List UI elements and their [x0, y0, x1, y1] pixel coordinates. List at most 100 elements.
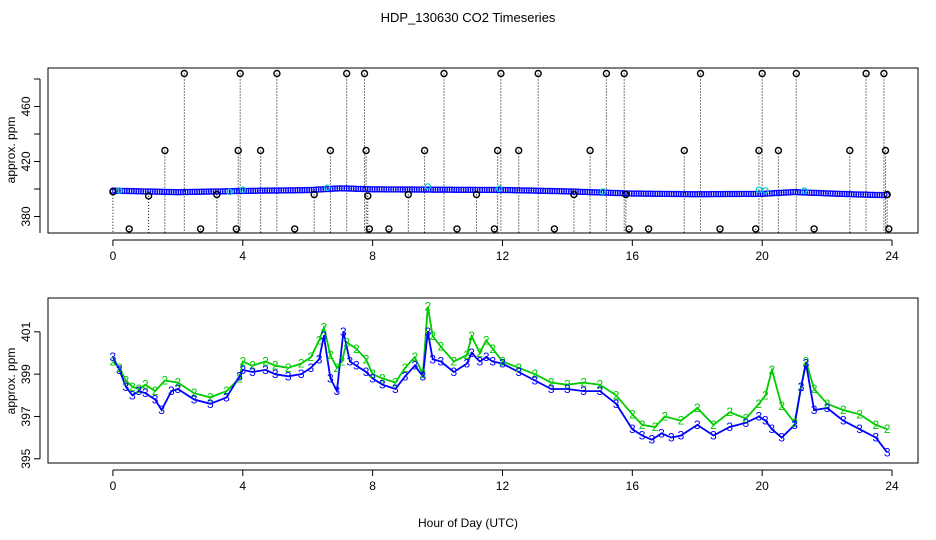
- series-marker-3: 3: [743, 416, 750, 430]
- series-marker-2: 2: [811, 382, 818, 396]
- series-marker-3: 3: [450, 365, 457, 379]
- main-trace-point: [542, 187, 549, 195]
- series-marker-2: 2: [769, 363, 776, 377]
- main-trace-point: [738, 190, 745, 198]
- outlier-point: [343, 69, 351, 78]
- series-marker-2: 2: [327, 348, 334, 362]
- main-trace-point: [439, 186, 446, 193]
- series-marker-3: 3: [580, 384, 587, 398]
- series-marker-2: 2: [694, 401, 701, 415]
- main-trace-point: [376, 186, 383, 193]
- series-marker-2: 2: [175, 376, 182, 390]
- outlier-point: [515, 146, 523, 155]
- series-marker-3: 3: [756, 410, 763, 424]
- series-marker-3: 3: [327, 371, 334, 385]
- main-trace-point: [387, 186, 395, 193]
- main-trace-point: [126, 187, 133, 195]
- main-trace-point: [231, 187, 238, 195]
- main-trace-point: [782, 189, 790, 196]
- main-trace-point: [469, 186, 477, 194]
- main-trace-point: [663, 190, 671, 198]
- main-trace-point: [168, 188, 175, 196]
- main-trace-point: [299, 187, 306, 194]
- main-trace-point: [677, 190, 685, 198]
- series-marker-2: 2: [762, 388, 769, 402]
- main-trace-point: [163, 188, 170, 196]
- main-trace-point: [656, 190, 664, 198]
- outlier-point: [161, 146, 169, 155]
- outlier-point: [360, 69, 369, 78]
- main-trace-point: [458, 186, 465, 194]
- main-trace-point: [247, 187, 255, 195]
- main-trace-point: [820, 190, 827, 197]
- top-main-trace: [109, 185, 890, 199]
- series-marker-3: 3: [272, 367, 279, 381]
- secondary-trace-point: [801, 187, 808, 194]
- series-marker-3: 3: [308, 361, 315, 375]
- main-trace-point: [294, 187, 301, 194]
- main-trace-point: [698, 191, 706, 198]
- main-trace-point: [219, 188, 227, 195]
- series-marker-3: 3: [249, 365, 256, 379]
- main-trace-point: [853, 191, 860, 198]
- top-outlier-drop-lines: [112, 73, 890, 233]
- main-trace-point: [556, 188, 563, 195]
- top-x-tick-label: 12: [496, 249, 510, 263]
- bottom-axes: 0 4 8 12 16 20 24 395 397 399 401: [19, 322, 899, 493]
- series-marker-2: 2: [532, 367, 539, 381]
- series-marker-3: 3: [321, 329, 328, 343]
- series-marker-3: 3: [803, 357, 810, 371]
- series-marker-3: 3: [597, 384, 604, 398]
- series-marker-3: 3: [463, 357, 470, 371]
- bottom-series-lines: [112, 306, 888, 453]
- main-trace-point: [691, 191, 699, 198]
- main-trace-point: [317, 186, 325, 193]
- series-marker-2: 2: [272, 359, 279, 373]
- main-trace-point: [670, 190, 678, 198]
- series-marker-2: 2: [285, 361, 292, 375]
- main-trace-point: [268, 187, 276, 194]
- top-axes: 0 4 8 12 16 20 24 380 420 460: [19, 78, 899, 263]
- main-trace-point: [352, 185, 360, 193]
- secondary-trace-point: [239, 186, 247, 194]
- top-x-tick-label: 20: [755, 249, 769, 263]
- main-trace-point: [345, 185, 353, 192]
- main-trace-point: [612, 189, 619, 197]
- main-trace-point: [327, 185, 334, 193]
- series-marker-2: 2: [334, 361, 341, 375]
- main-trace-point: [780, 189, 787, 196]
- main-trace-point: [876, 191, 883, 199]
- bottom-plot-frame: [47, 297, 919, 464]
- series-marker-3: 3: [658, 426, 665, 440]
- main-trace-point: [827, 190, 834, 197]
- main-trace-point: [817, 189, 825, 197]
- main-trace-point: [275, 187, 283, 194]
- main-trace-point: [789, 188, 797, 196]
- main-trace-point: [525, 187, 533, 194]
- main-trace-point: [609, 189, 617, 197]
- main-trace-point: [418, 186, 425, 193]
- main-trace-point: [177, 188, 184, 196]
- main-trace-point: [235, 187, 243, 195]
- main-trace-point: [250, 187, 257, 195]
- main-trace-point: [278, 187, 285, 194]
- main-trace-point: [172, 188, 180, 196]
- main-trace-point: [595, 189, 603, 196]
- main-trace-point: [355, 185, 362, 193]
- top-x-tick-label: 16: [626, 249, 640, 263]
- bottom-x-tick-label: 24: [885, 479, 899, 493]
- main-trace-point: [259, 187, 266, 194]
- main-trace-point: [871, 191, 879, 199]
- main-trace-point: [467, 186, 474, 194]
- outlier-point: [758, 69, 766, 78]
- series-marker-2: 2: [580, 376, 587, 390]
- series-marker-3: 3: [499, 357, 506, 371]
- series-marker-2: 2: [450, 355, 457, 369]
- main-trace-point: [740, 190, 748, 198]
- secondary-trace-point: [424, 183, 432, 190]
- main-trace-point: [413, 186, 420, 193]
- bottom-x-tick-label: 4: [239, 479, 246, 493]
- main-trace-point: [773, 189, 780, 197]
- series-marker-3: 3: [437, 355, 444, 369]
- main-trace-point: [383, 186, 390, 193]
